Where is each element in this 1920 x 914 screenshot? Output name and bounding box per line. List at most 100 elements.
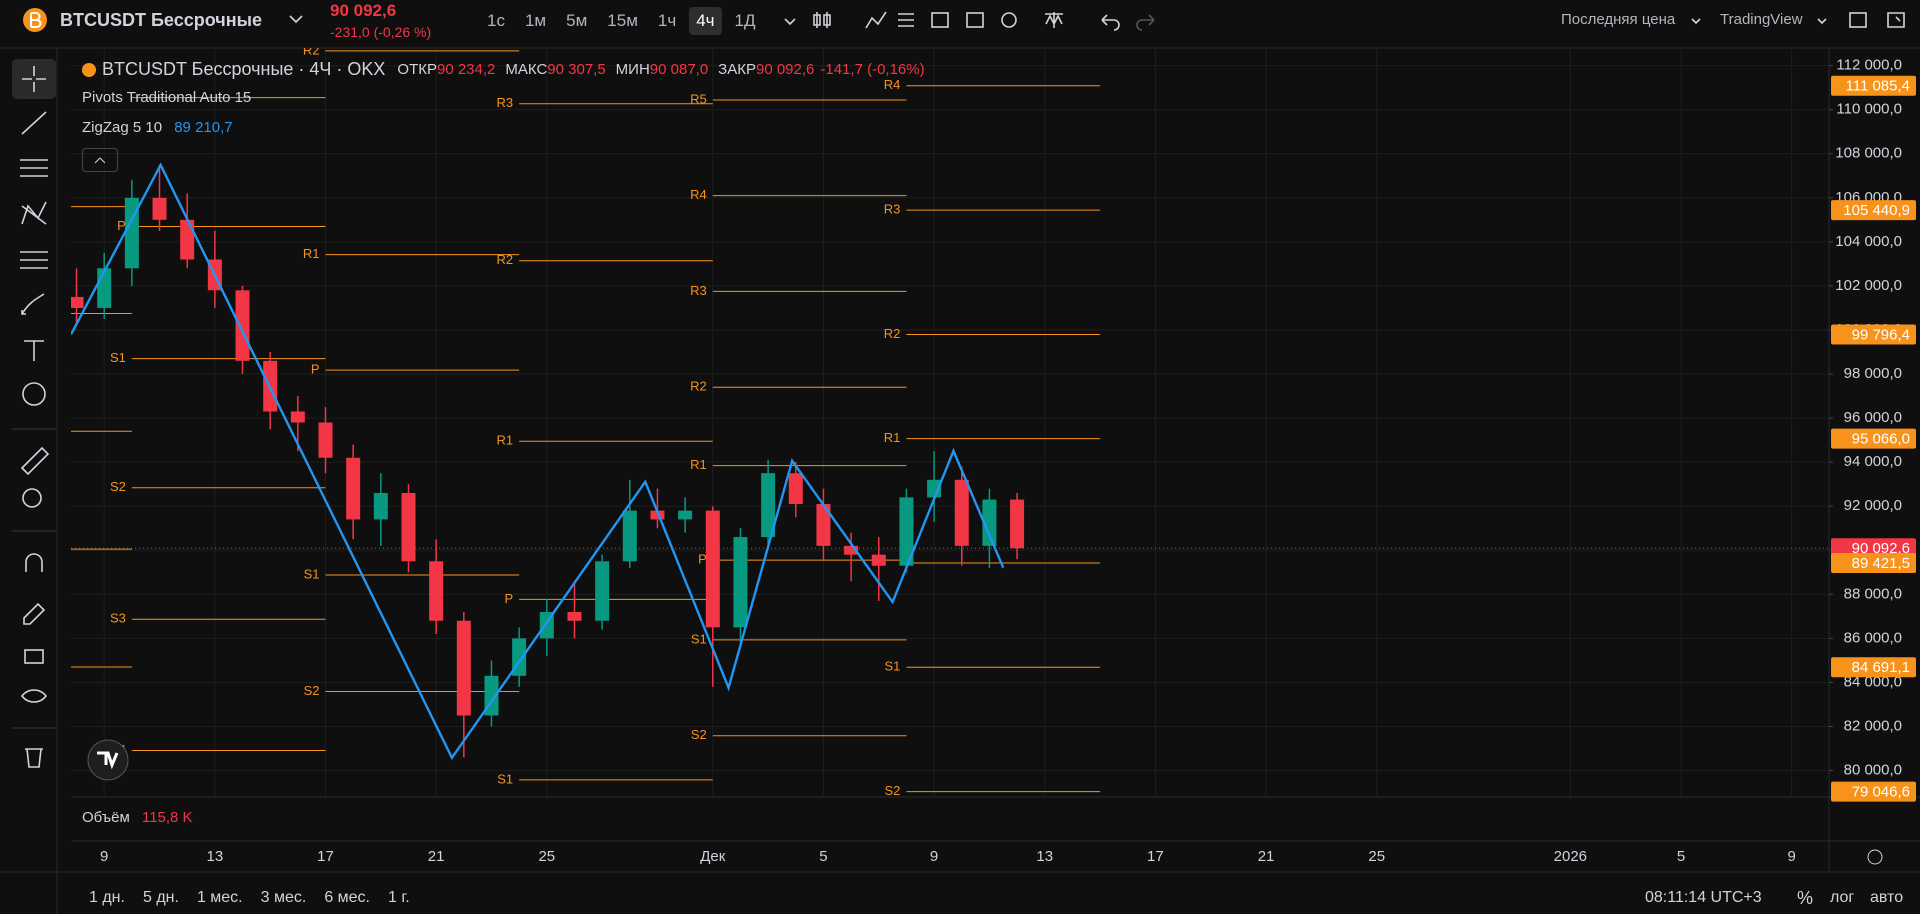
legend-change: -141,7 (-0,16%) [820,61,925,78]
dropdown-arrows[interactable] [1691,18,1827,25]
ohlc-label: ОТКР [397,61,437,78]
legend-main: BTCUSDT Бессрочные · 4Ч · OKX ОТКР90 234… [82,59,925,80]
range-button[interactable]: 1 дн. [89,889,125,906]
compare[interactable] [1045,12,1063,28]
clock: 08:11:14 UTC+3 [1645,889,1762,906]
x-tick-label: 17 [1147,848,1164,865]
more-intervals[interactable] [784,18,796,26]
interval-button[interactable]: 15м [607,11,638,30]
pivot-label: S1 [304,566,320,581]
symbol-name[interactable]: BTCUSDT Бессрочные [60,10,262,30]
lock-tool[interactable] [24,649,44,664]
pattern-tool[interactable] [21,201,47,225]
alerts[interactable] [931,12,949,28]
candle-body [954,479,969,546]
ohlc-value: 90 307,5 [547,61,606,78]
pivot-label: R2 [303,42,320,57]
x-tick-label: 9 [930,848,938,865]
forecast-tool[interactable] [20,251,48,269]
y-tick-label: 112 000,0 [1836,57,1902,74]
range-button[interactable]: 5 дн. [142,889,179,906]
zigzag-legend[interactable]: ZigZag 5 10 89 210,7 [82,119,233,136]
price-tag-label: 89 421,5 [1852,555,1910,572]
trash-tool[interactable] [25,748,43,768]
price-source[interactable]: Последняя цена [1561,11,1676,28]
header-icons[interactable] [289,11,1905,31]
price-tag [1831,324,1916,345]
pivot-label: S1 [691,631,707,646]
y-tick-label: 88 000,0 [1844,585,1902,602]
interval-button[interactable]: 1с [487,11,505,30]
indicators[interactable] [865,11,887,29]
settings[interactable] [1001,12,1017,28]
provider[interactable]: TradingView [1720,11,1803,28]
legend-logo [82,62,96,77]
chevron [94,157,106,164]
y-tick-label: 110 000,0 [1836,101,1902,118]
snapshot[interactable] [1887,12,1905,28]
candle-body [871,554,886,566]
chart-type[interactable] [813,12,831,28]
candle-body [844,545,859,555]
ohlc-value: 90 234,2 [436,61,496,78]
pivots-legend[interactable]: Pivots Traditional Auto 15 [82,89,252,106]
pivot-label: R3 [884,202,901,217]
emoji-tool[interactable] [22,382,46,406]
tv-logo[interactable] [87,739,129,781]
draw-lock-tool[interactable] [23,602,46,625]
interval-button[interactable]: 1ч [657,11,677,30]
visibility-tool[interactable] [20,689,48,703]
axis-settings[interactable] [1867,849,1883,865]
interval-button[interactable]: 4ч [689,7,722,35]
legend-title: BTCUSDT Бессрочные · 4Ч · OKX [102,59,386,79]
x-tick-label: 25 [538,848,555,865]
y-tick-label: 80 000,0 [1844,762,1902,779]
candle-body [761,473,776,538]
fib-tool[interactable] [20,159,48,177]
pivot-label: R1 [497,433,514,448]
candle-body [733,537,748,628]
fullscreen[interactable] [1849,12,1867,28]
pivot-label: R1 [690,457,707,472]
percent-toggle[interactable]: % [1797,888,1814,908]
text-tool[interactable] [24,340,44,361]
x-tick-label: 5 [1677,848,1685,865]
tool-icons[interactable] [12,59,56,768]
brush-tool[interactable] [21,293,45,315]
log-toggle[interactable]: лог [1830,889,1855,906]
left-toolbar [0,48,57,914]
interval-button[interactable]: 1Д [734,11,756,30]
range-button[interactable]: 6 мес. [324,889,370,906]
x-tick-label: 9 [1787,848,1795,865]
ohlc-item: ЗАКР90 092,6 [718,61,814,78]
candle-body [788,473,803,505]
y-tick-label: 96 000,0 [1844,409,1902,426]
range-button[interactable]: 1 мес. [196,889,243,906]
replay[interactable] [966,12,984,28]
x-tick-label: 5 [819,848,827,865]
undo[interactable] [1101,14,1120,31]
interval-button[interactable]: 5м [566,11,588,30]
candle-body [595,561,610,621]
interval-bar: 1с 1м 5м 15м 1ч 4ч 1Д [480,7,768,35]
templates[interactable] [898,13,914,27]
plot-area: PS1S2S3S4R2R1PS1S2R3R2R1PS1R5R4R3R2R1PS1… [71,42,1829,797]
collapse-legend[interactable] [82,148,118,172]
candle-body [124,197,139,269]
auto-toggle[interactable]: авто [1870,889,1904,906]
zoom-tool[interactable] [22,488,42,508]
ruler-tool[interactable] [20,446,50,476]
magnet-tool[interactable] [25,553,43,572]
price-tag [1831,553,1916,574]
zigzag-value: 89 210,7 [174,119,233,136]
symbol-dropdown[interactable] [289,15,303,24]
range-button[interactable]: 1 г. [388,889,410,906]
trendline-tool[interactable] [21,111,47,135]
interval-button[interactable]: 1м [524,11,547,30]
redo[interactable] [1136,14,1155,31]
volume-label: Объём [82,809,130,826]
pivot-label: R3 [497,95,514,110]
zigzag-name: ZigZag 5 10 [82,119,163,136]
range-button[interactable]: 3 мес. [260,889,307,906]
crosshair-tool[interactable] [22,66,46,92]
